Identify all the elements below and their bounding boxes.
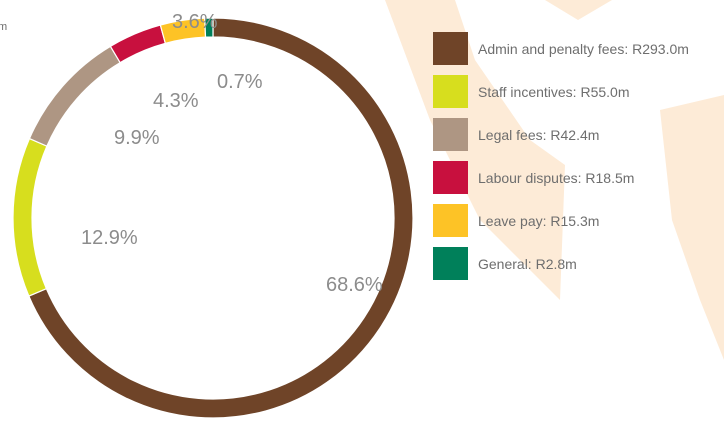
legend-swatch: [433, 247, 468, 280]
legend-label: Labour disputes: R18.5m: [478, 169, 635, 186]
legend-label: Admin and penalty fees: R293.0m: [478, 40, 689, 57]
donut-slice: [109, 24, 167, 64]
donut-slice: [28, 45, 121, 147]
legend-swatch: [433, 118, 468, 151]
legend-item: Labour disputes: R18.5m: [433, 161, 689, 194]
edge-text-fragment: m: [0, 21, 7, 33]
slice-percent-label: 4.3%: [153, 90, 199, 112]
legend-swatch: [433, 75, 468, 108]
slice-percent-label: 9.9%: [114, 127, 160, 149]
legend-item: Staff incentives: R55.0m: [433, 75, 689, 108]
slice-percent-label: 3.6%: [172, 11, 218, 33]
legend-item: Legal fees: R42.4m: [433, 118, 689, 151]
legend-swatch: [433, 204, 468, 237]
legend-label: Legal fees: R42.4m: [478, 126, 600, 143]
donut-slice: [204, 17, 214, 38]
donut-slice: [12, 137, 48, 297]
legend-label: Leave pay: R15.3m: [478, 212, 600, 229]
legend-swatch: [433, 32, 468, 65]
legend-swatch: [433, 161, 468, 194]
legend-label: Staff incentives: R55.0m: [478, 83, 630, 100]
slice-percent-label: 68.6%: [326, 274, 383, 296]
donut-slices: [12, 17, 414, 419]
legend-item: Admin and penalty fees: R293.0m: [433, 32, 689, 65]
slice-percent-label: 12.9%: [81, 227, 138, 249]
background-motif-top: [545, 0, 612, 20]
background-motif-right: [660, 95, 724, 360]
legend-label: General: R2.8m: [478, 255, 577, 272]
donut-slice: [28, 17, 414, 419]
slice-percent-labels: 68.6% 12.9% 9.9% 4.3% 3.6% 0.7%: [81, 11, 383, 296]
legend-item: General: R2.8m: [433, 247, 689, 280]
chart-legend: Admin and penalty fees: R293.0m Staff inc…: [433, 32, 689, 280]
legend-item: Leave pay: R15.3m: [433, 204, 689, 237]
slice-percent-label: 0.7%: [217, 71, 263, 93]
background-motif-left: [385, 0, 565, 300]
